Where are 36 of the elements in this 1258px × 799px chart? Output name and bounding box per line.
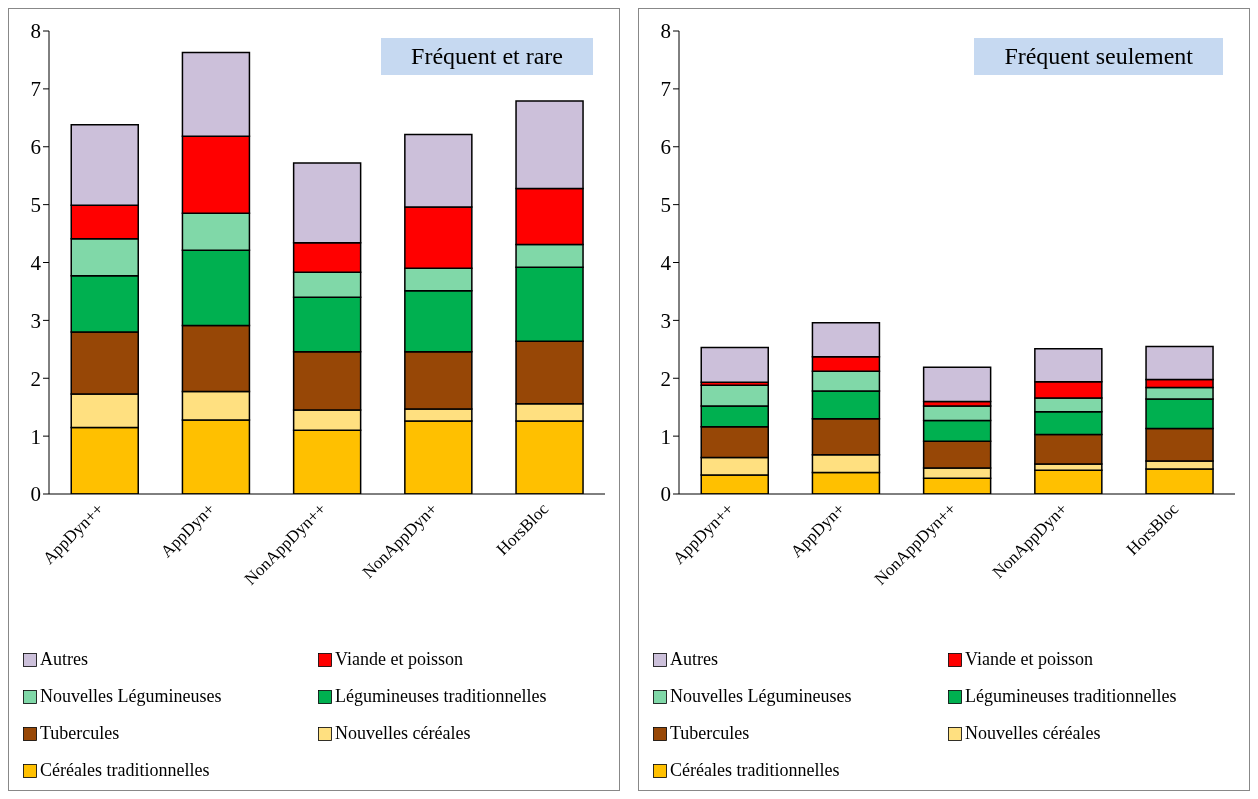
legend-label: Viande et poisson <box>335 649 463 670</box>
legend-label: Nouvelles Légumineuses <box>670 686 852 707</box>
y-tick-label: 0 <box>660 482 671 507</box>
y-tick-label: 1 <box>660 424 671 449</box>
legend-label: Nouvelles céréales <box>335 723 471 744</box>
y-tick-label: 4 <box>660 250 672 275</box>
legend-label: Céréales traditionnelles <box>670 760 840 781</box>
text: Fréquent seulement <box>974 38 1223 75</box>
y-tick-label: 8 <box>660 19 671 44</box>
y-tick-label: 5 <box>660 193 671 218</box>
legend-label: Céréales traditionnelles <box>40 760 210 781</box>
legend-label: Légumineuses traditionnelles <box>965 686 1177 707</box>
y-tick-label: 4 <box>30 250 42 275</box>
bar <box>922 366 992 403</box>
legend-label: Légumineuses traditionnelles <box>335 686 547 707</box>
bar <box>700 346 769 384</box>
legend-label: Nouvelles céréales <box>965 723 1101 744</box>
legend-label: Tubercules <box>670 723 750 744</box>
y-tick-label: 8 <box>30 19 41 44</box>
y-tick-label: 6 <box>660 135 671 160</box>
y-tick-label: 2 <box>660 366 671 391</box>
text: Fréquent et rare <box>381 38 593 75</box>
y-tick-label: 1 <box>30 424 41 449</box>
legend-label: Viande et poisson <box>965 649 1093 670</box>
y-tick-label: 3 <box>660 308 671 333</box>
y-tick-label: 5 <box>30 193 41 218</box>
y-tick-label: 7 <box>30 77 41 102</box>
legend-label: Autres <box>670 649 718 670</box>
y-tick-label: 6 <box>30 135 41 160</box>
y-tick-label: 0 <box>30 482 41 507</box>
y-tick-label: 2 <box>30 366 41 391</box>
y-tick-label: 7 <box>660 77 671 102</box>
legend-label: Tubercules <box>40 723 120 744</box>
legend-label: Autres <box>40 649 88 670</box>
legend-label: Nouvelles Légumineuses <box>40 686 222 707</box>
y-tick-label: 3 <box>30 308 41 333</box>
